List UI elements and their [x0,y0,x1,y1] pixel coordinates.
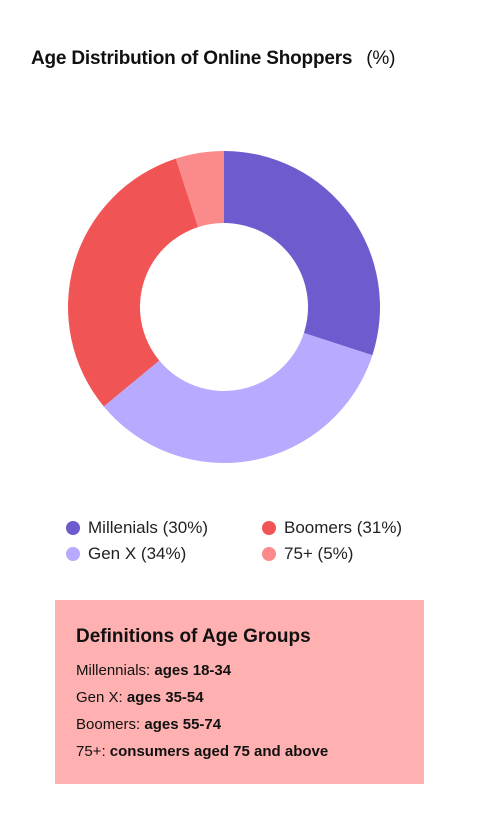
chart-legend: Millenials (30%) Boomers (31%) Gen X (34… [66,518,466,564]
donut-chart [67,151,380,463]
definitions-title: Definitions of Age Groups [76,626,311,647]
definition-value: ages 55-74 [144,716,222,733]
definition-row-boomers: Boomers: ages 55-74 [76,717,404,733]
legend-swatch-75-plus [262,547,276,561]
legend-swatch-boomers [262,521,276,535]
chart-title: Age Distribution of Online Shoppers (%) [31,48,471,70]
donut-slice-boomers [67,158,199,407]
legend-swatch-millenials [66,521,80,535]
legend-label-millenials: Millenials (30%) [88,518,208,537]
legend-swatch-gen-x [66,547,80,561]
definition-label: Millennials: [76,662,151,679]
legend-item-millenials: Millenials (30%) [66,518,262,538]
chart-title-text: Age Distribution of Online Shoppers [31,48,353,69]
chart-unit: (%) [366,48,396,69]
definition-row-75-plus: 75+: consumers aged 75 and above [76,744,404,760]
definition-label: Boomers: [76,716,141,733]
legend-item-boomers: Boomers (31%) [262,518,462,538]
legend-item-gen-x: Gen X (34%) [66,544,262,564]
donut-slice-gen-x [103,332,373,463]
legend-label-gen-x: Gen X (34%) [88,544,187,563]
definition-row-millennials: Millennials: ages 18-34 [76,663,404,679]
legend-label-75-plus: 75+ (5%) [284,544,354,563]
definitions-box: Definitions of Age Groups Millennials: a… [55,600,424,784]
definition-row-gen-x: Gen X: ages 35-54 [76,690,404,706]
definition-value: ages 18-34 [154,662,232,679]
donut-slice-millenials [224,151,380,356]
legend-item-75-plus: 75+ (5%) [262,544,462,564]
legend-label-boomers: Boomers (31%) [284,518,403,537]
definition-label: Gen X: [76,689,123,706]
donut-slice-75 [175,151,224,228]
definition-value: ages 35-54 [126,689,204,706]
definition-label: 75+: [76,743,106,760]
definition-value: consumers aged 75 and above [109,743,329,760]
